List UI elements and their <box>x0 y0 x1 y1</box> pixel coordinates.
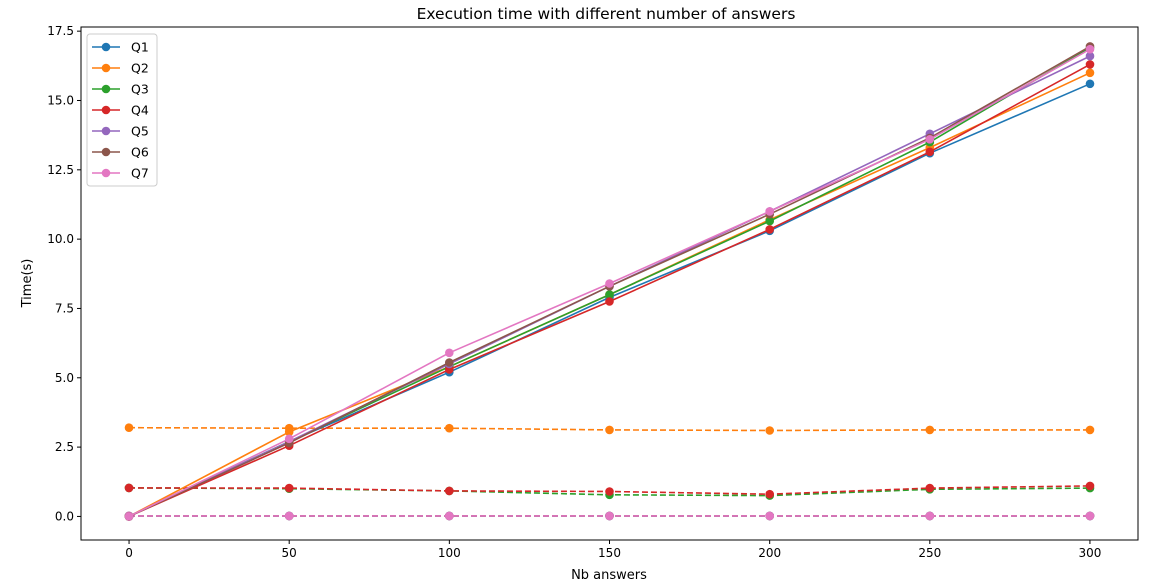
data-point <box>1085 51 1095 61</box>
legend-marker <box>101 63 111 73</box>
y-axis: 0.0 2.5 5.0 7.5 10.0 12.5 15.0 17.5 <box>47 24 81 523</box>
legend-item-q1: Q1 <box>92 40 149 55</box>
chart-title: Execution time with different number of … <box>417 5 796 23</box>
legend-item-q7: Q7 <box>92 166 149 181</box>
x-axis: 0 50 100 150 200 250 300 <box>125 540 1101 560</box>
x-tick-label: 100 <box>438 546 461 560</box>
x-tick-label: 200 <box>758 546 781 560</box>
y-tick-label: 2.5 <box>55 440 74 454</box>
data-point <box>445 486 454 496</box>
data-point <box>605 425 614 435</box>
y-tick-label: 15.0 <box>47 93 74 107</box>
y-tick-label: 7.5 <box>55 301 74 315</box>
y-tick-label: 0.0 <box>55 509 74 523</box>
legend: Q1 Q2 Q3 Q4 Q5 Q6 Q7 <box>86 33 158 187</box>
x-axis-label: Nb answers <box>571 568 647 583</box>
data-point <box>765 426 774 435</box>
data-point <box>925 425 935 435</box>
legend-label: Q4 <box>131 103 149 118</box>
data-point <box>284 427 294 437</box>
plot-area <box>80 26 1139 541</box>
series-q7 <box>124 44 1095 521</box>
data-point <box>1085 79 1095 89</box>
data-point <box>925 147 935 157</box>
legend-marker <box>101 84 111 94</box>
data-point <box>605 290 614 299</box>
legend-item-q4: Q4 <box>92 103 149 118</box>
series-baseline-8 <box>124 423 1095 435</box>
data-point <box>124 423 134 433</box>
legend-marker <box>101 126 111 136</box>
legend-label: Q2 <box>131 61 149 76</box>
data-point <box>445 358 454 367</box>
y-tick-label: 10.0 <box>47 232 74 246</box>
legend-label: Q6 <box>131 145 149 160</box>
data-point <box>605 279 614 288</box>
legend-marker <box>101 105 111 115</box>
legend-item-q5: Q5 <box>92 124 149 139</box>
legend-marker <box>101 42 111 52</box>
data-point <box>445 511 454 521</box>
data-point <box>925 483 935 493</box>
data-point <box>445 348 454 358</box>
legend-item-q2: Q2 <box>92 61 149 76</box>
y-axis-label: Time(s) <box>20 259 35 309</box>
legend-marker <box>101 168 111 178</box>
x-tick-label: 150 <box>598 546 621 560</box>
legend-label: Q1 <box>131 40 149 55</box>
data-point <box>765 216 774 226</box>
data-point <box>1085 68 1095 78</box>
legend-item-q3: Q3 <box>92 82 149 97</box>
data-point <box>1085 425 1095 435</box>
x-tick-label: 0 <box>125 546 133 560</box>
data-point <box>605 297 614 306</box>
legend-label: Q7 <box>131 166 149 181</box>
data-point <box>284 434 294 444</box>
data-point <box>925 511 935 521</box>
data-point <box>124 512 134 521</box>
data-point <box>445 423 454 433</box>
data-point <box>1085 511 1095 521</box>
legend-marker <box>101 147 111 157</box>
y-tick-label: 12.5 <box>47 163 74 177</box>
data-point <box>124 483 134 493</box>
data-point <box>284 511 294 521</box>
data-point <box>1085 44 1095 54</box>
series-baseline-10 <box>124 481 1095 499</box>
data-point <box>605 487 614 496</box>
data-point <box>765 511 774 521</box>
data-point <box>765 489 774 499</box>
data-point <box>605 511 614 521</box>
x-tick-label: 50 <box>282 546 297 560</box>
y-tick-label: 17.5 <box>47 24 74 38</box>
data-point <box>284 483 294 493</box>
legend-label: Q3 <box>131 82 149 97</box>
data-point <box>765 207 774 216</box>
x-tick-label: 300 <box>1079 546 1102 560</box>
series-layer <box>124 42 1095 521</box>
legend-item-q6: Q6 <box>92 145 149 160</box>
x-tick-label: 250 <box>918 546 941 560</box>
data-point <box>1085 481 1095 491</box>
y-tick-label: 5.0 <box>55 371 74 385</box>
data-point <box>925 135 935 144</box>
data-point <box>765 225 774 234</box>
legend-label: Q5 <box>131 124 149 139</box>
data-point <box>1085 60 1095 69</box>
